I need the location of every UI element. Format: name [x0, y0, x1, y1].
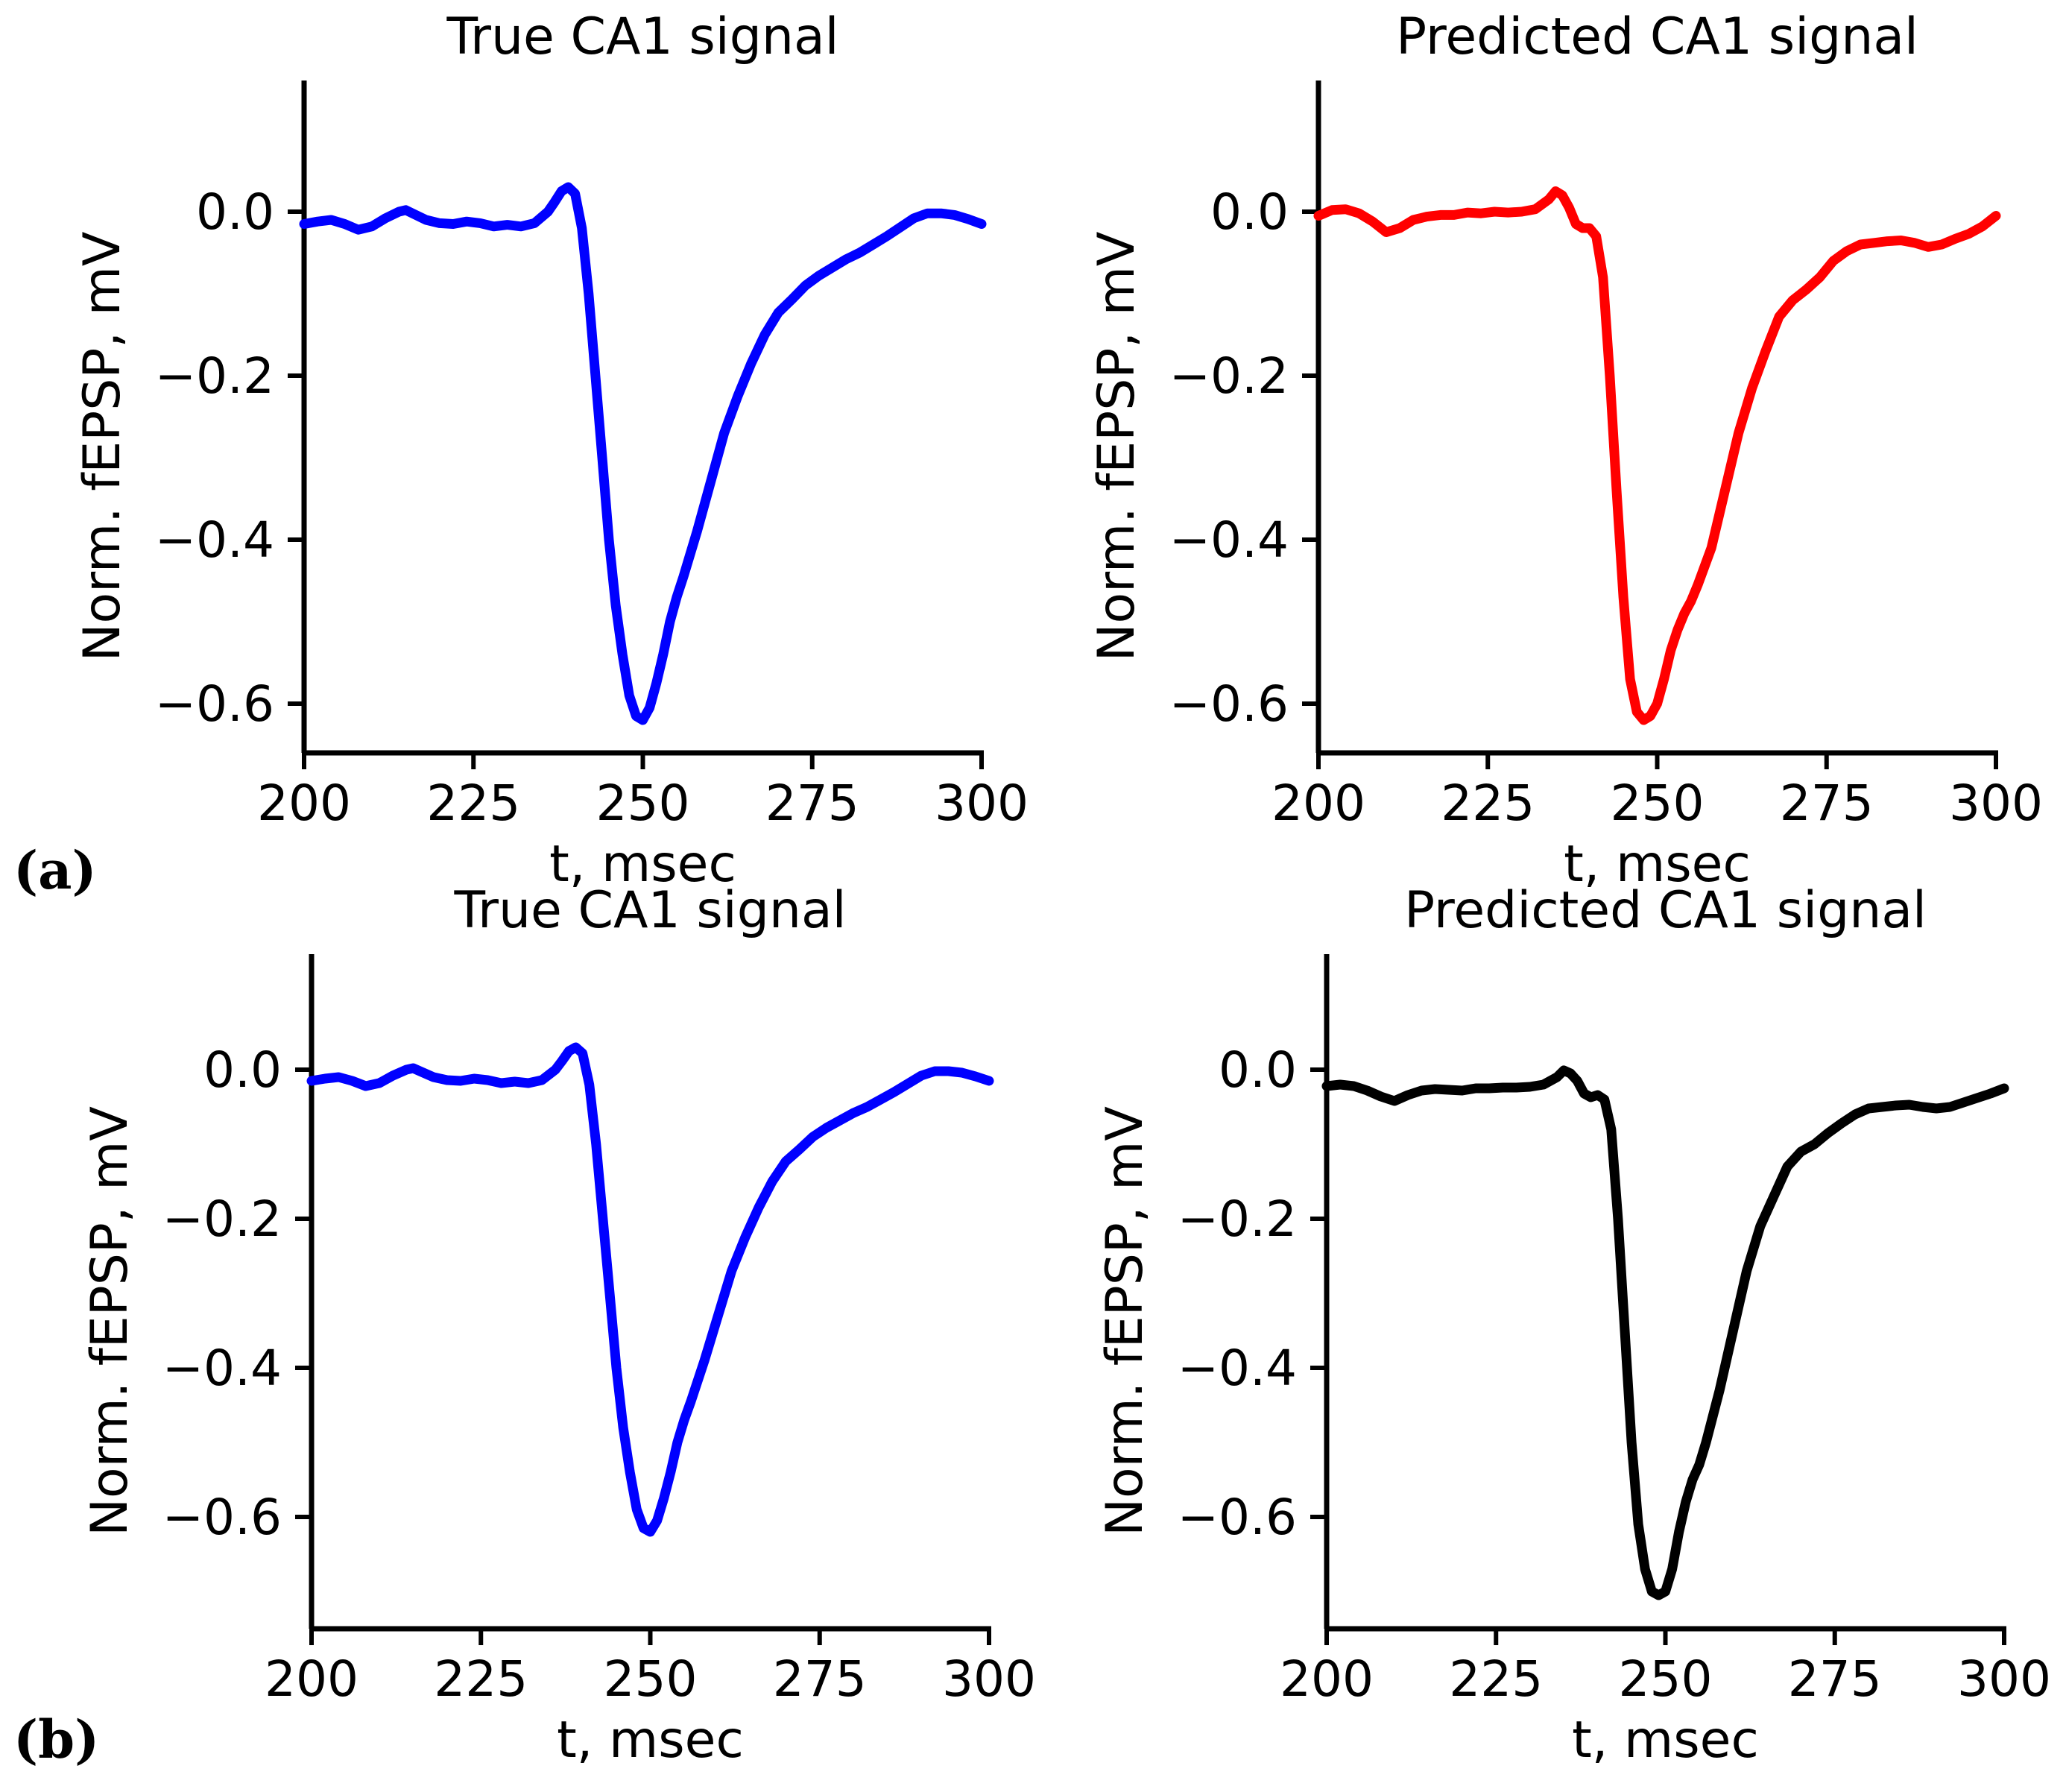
chart-b-true: 200 225 250 275 300 0.0 −0.2 −0.4 −0.6 True CA1 s…: [80, 881, 1036, 1770]
chart-a-predicted: 200 225 250 275 300 0.0 −0.2 −0.4 −0.6 Predicted …: [1087, 7, 2043, 894]
chart-1-y-tick-label: −0.2: [1169, 347, 1289, 405]
chart-2-title: True CA1 signal: [453, 881, 846, 940]
chart-0-series-line: [299, 182, 987, 725]
chart-2-x-tick-label: 200: [265, 1650, 358, 1708]
chart-3-y-label: Norm. fEPSP, mV: [1096, 1106, 1154, 1536]
chart-3-y-tick-label: −0.6: [1178, 1489, 1297, 1546]
chart-1-y-label: Norm. fEPSP, mV: [1087, 232, 1146, 662]
chart-3-y-tick-label: −0.2: [1178, 1190, 1297, 1248]
chart-1-x-tick-label: 225: [1441, 774, 1535, 832]
chart-1-x-tick-label: 275: [1780, 774, 1874, 832]
chart-1-y-tick-label: −0.4: [1169, 511, 1289, 569]
chart-1-x-tick-label: 200: [1271, 774, 1365, 832]
chart-3-x-tick-label: 200: [1280, 1650, 1374, 1708]
chart-2-y-tick-label: −0.2: [162, 1190, 282, 1248]
chart-2-x-tick-label: 225: [434, 1650, 528, 1708]
chart-2-x-tick-label: 275: [773, 1650, 867, 1708]
chart-1-title: Predicted CA1 signal: [1396, 7, 1918, 66]
chart-1-y-tick-label: −0.6: [1169, 675, 1289, 733]
chart-3-series-line: [1321, 1065, 2009, 1600]
chart-2-series-line: [306, 1042, 994, 1537]
chart-1-series-line: [1313, 186, 2001, 725]
chart-2-y-tick-label: −0.4: [162, 1340, 282, 1397]
chart-1-y-tick-label: 0.0: [1210, 183, 1289, 241]
chart-0-x-tick-label: 300: [935, 774, 1029, 832]
chart-3-title: Predicted CA1 signal: [1404, 881, 1927, 940]
chart-0-x-tick-label: 275: [765, 774, 859, 832]
chart-3-x-tick-label: 275: [1788, 1650, 1882, 1708]
chart-0-y-tick-label: 0.0: [196, 183, 274, 241]
chart-0-x-tick-label: 200: [257, 774, 351, 832]
chart-2-x-tick-label: 250: [604, 1650, 698, 1708]
chart-3-x-tick-label: 225: [1449, 1650, 1543, 1708]
panel-label-b: (b): [13, 1709, 99, 1770]
chart-2-y-label: Norm. fEPSP, mV: [80, 1106, 139, 1536]
chart-0-title: True CA1 signal: [446, 7, 838, 66]
chart-0-y-tick-label: −0.4: [155, 511, 274, 569]
chart-3-x-tick-label: 300: [1957, 1650, 2051, 1708]
chart-0-x-tick-label: 225: [426, 774, 520, 832]
chart-2-x-label: t, msec: [557, 1711, 744, 1770]
chart-2-x-tick-label: 300: [942, 1650, 1036, 1708]
chart-a-true: 200 225 250 275 300 0.0 −0.2 −0.4 −0.6 True CA1 s…: [73, 7, 1029, 894]
chart-1-x-label: t, msec: [1564, 835, 1751, 894]
chart-2-y-tick-label: 0.0: [203, 1041, 282, 1099]
chart-0-y-label: Norm. fEPSP, mV: [73, 232, 132, 662]
chart-3-y-tick-label: 0.0: [1219, 1041, 1297, 1099]
chart-2-y-tick-label: −0.6: [162, 1489, 282, 1546]
chart-0-x-tick-label: 250: [596, 774, 690, 832]
chart-3-x-tick-label: 250: [1619, 1650, 1713, 1708]
chart-3-y-tick-label: −0.4: [1178, 1340, 1297, 1397]
chart-0-y-tick-label: −0.6: [155, 675, 274, 733]
chart-3-x-label: t, msec: [1572, 1711, 1759, 1770]
chart-b-predicted: 200 225 250 275 300 0.0 −0.2 −0.4 −0.6 Predicted …: [1096, 881, 2051, 1770]
chart-0-y-tick-label: −0.2: [155, 347, 274, 405]
panel-label-a: (a): [13, 839, 97, 901]
chart-0-x-label: t, msec: [549, 835, 736, 894]
chart-1-x-tick-label: 250: [1611, 774, 1705, 832]
chart-1-x-tick-label: 300: [1949, 774, 2043, 832]
